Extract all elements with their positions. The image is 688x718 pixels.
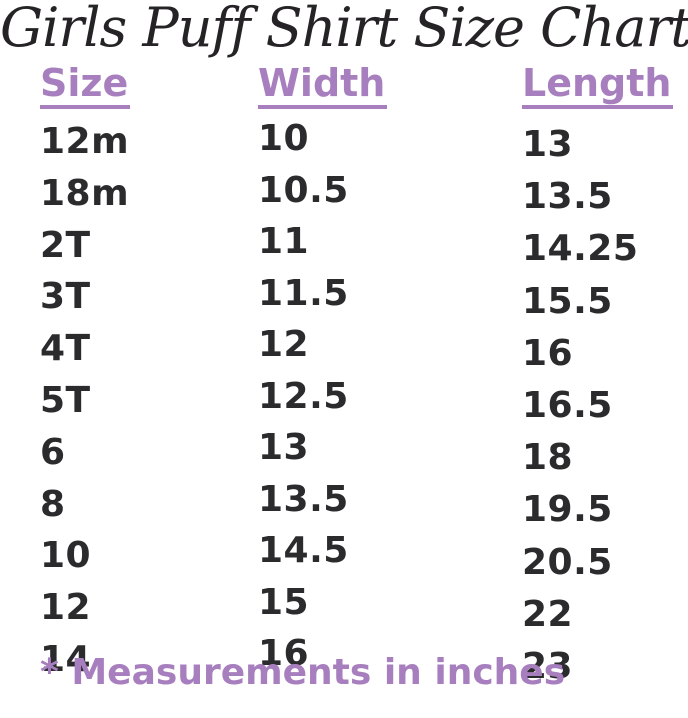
- table-cell-size-row5: 5T: [40, 379, 91, 421]
- table-cell-length-row9: 22: [522, 593, 574, 635]
- table-cell-size-row8: 10: [40, 535, 92, 577]
- table-cell-length-row1: 13.5: [522, 176, 613, 218]
- table-cell-length-row6: 18: [522, 437, 574, 479]
- table-cell-size-row3: 3T: [40, 276, 91, 318]
- table-cell-width-row4: 12: [258, 324, 310, 365]
- table-cell-length-row5: 16.5: [522, 385, 613, 427]
- measurements-note: * Measurements in inches: [40, 652, 566, 693]
- column-width: Width 10 10.5 11 11.5 12 12.5 13 13.5 14.5 15 16: [258, 64, 388, 680]
- table-cell-size-row2: 2T: [40, 224, 91, 266]
- table-cell-length-row10: 23: [522, 646, 574, 688]
- table-cell-length-row4: 16: [522, 332, 574, 374]
- table-cell-size-row4: 4T: [40, 328, 91, 370]
- column-size: Size 12m 18m 2T 3T 4T 5T 6 8 10 12 14: [40, 64, 131, 686]
- length-values: 13 13.5 14.25 15.5 16 16.5 18 19.5 20.5 22 23: [522, 119, 673, 693]
- table-cell-size-row9: 12: [40, 587, 92, 629]
- table-cell-width-row3: 11.5: [258, 272, 349, 314]
- table-cell-size-row0: 12m: [40, 121, 130, 162]
- table-cell-size-row6: 6: [40, 431, 66, 473]
- column-header-size: Size: [40, 64, 131, 109]
- width-values: 10 10.5 11 11.5 12 12.5 13 13.5 14.5 15 16: [258, 113, 387, 680]
- column-header-length: Length: [522, 64, 674, 109]
- table-cell-width-row7: 13.5: [258, 478, 349, 520]
- column-length: Length 13 13.5 14.25 15.5 16 16.5 18 19.5 20.5 22…: [522, 64, 674, 693]
- table-cell-length-row3: 15.5: [522, 280, 613, 322]
- table-cell-size-row7: 8: [40, 483, 66, 525]
- table-cell-width-row6: 13: [258, 427, 310, 468]
- table-cell-length-row0: 13: [522, 124, 574, 165]
- table-cell-width-row8: 14.5: [258, 530, 349, 571]
- page-title: Girls Puff Shirt Size Chart: [0, 0, 688, 59]
- table-cell-width-row0: 10: [258, 118, 310, 159]
- table-cell-size-row1: 18m: [40, 172, 130, 214]
- table-cell-size-row10: 14: [40, 638, 92, 680]
- size-values: 12m 18m 2T 3T 4T 5T 6 8 10 12 14: [40, 116, 130, 686]
- table-cell-width-row10: 16: [258, 633, 310, 674]
- table-cell-width-row9: 15: [258, 581, 310, 623]
- table-cell-width-row2: 11: [258, 221, 310, 262]
- table-cell-width-row1: 10.5: [258, 169, 349, 211]
- table-cell-length-row8: 20.5: [522, 541, 613, 583]
- table-cell-width-row5: 12.5: [258, 375, 349, 417]
- column-header-width: Width: [258, 64, 388, 109]
- table-cell-length-row7: 19.5: [522, 489, 613, 531]
- table-cell-length-row2: 14.25: [522, 228, 639, 270]
